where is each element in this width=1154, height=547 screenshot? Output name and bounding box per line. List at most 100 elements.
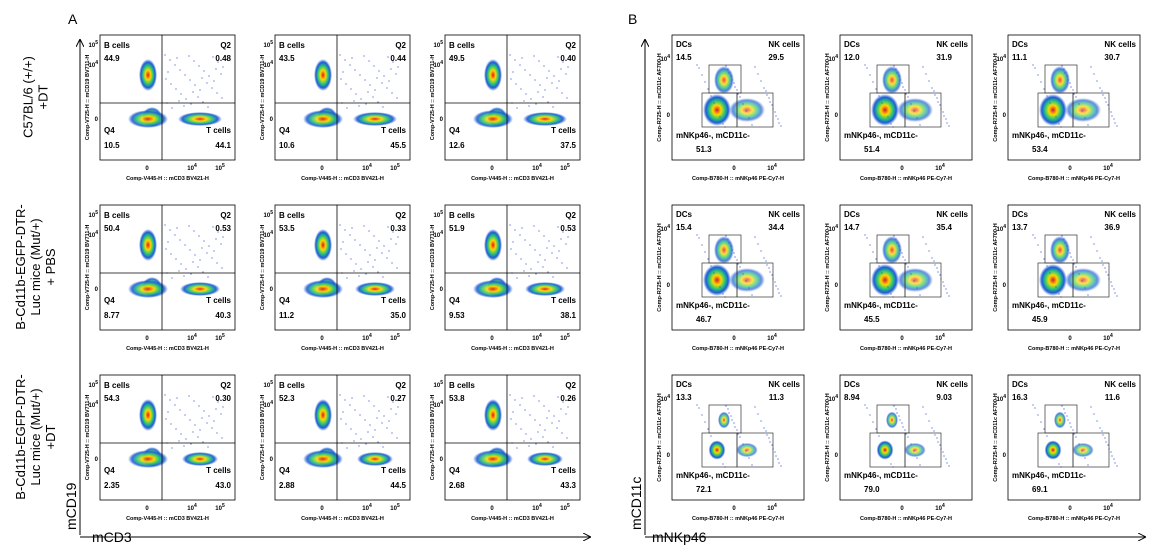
- tick-base: 0: [95, 117, 99, 123]
- tick-base: 10: [829, 57, 836, 63]
- event: [1069, 82, 1071, 84]
- event: [397, 236, 399, 238]
- density: [139, 399, 157, 431]
- event: [1070, 426, 1072, 428]
- event: [1087, 464, 1089, 466]
- event: [1111, 455, 1113, 457]
- tick-label: 104: [264, 400, 274, 409]
- tick-exp: 4: [369, 163, 372, 169]
- event: [194, 254, 196, 256]
- tick-exp: 5: [567, 333, 570, 339]
- tick-base: 10: [89, 233, 96, 239]
- event: [529, 244, 531, 246]
- tick-base: 0: [270, 457, 274, 463]
- tick-exp: 5: [397, 333, 400, 339]
- event: [188, 55, 190, 57]
- event: [896, 72, 898, 74]
- event: [731, 249, 733, 251]
- event: [546, 247, 548, 249]
- axis-label: Comp-V725-H :: mCD19 BV711-H: [260, 55, 266, 141]
- event: [716, 449, 718, 451]
- event: [1037, 244, 1039, 246]
- gate-name: mNKp46-, mCD11c-: [676, 131, 750, 140]
- tick-label: 105: [89, 40, 99, 49]
- density: [1065, 98, 1101, 122]
- event: [346, 107, 348, 109]
- event: [925, 413, 927, 415]
- gate-value: 14.5: [676, 53, 692, 62]
- axis-label: Comp-V445-H :: mCD3 BV421-H: [471, 346, 554, 352]
- gate-value: 13.3: [676, 393, 692, 402]
- event: [778, 292, 780, 294]
- tick-exp: 5: [95, 380, 98, 386]
- tick-label: 105: [89, 210, 99, 219]
- row-label: Luc mice (Mut/+): [28, 218, 43, 315]
- axis-label: Comp-V445-H :: mCD3 BV421-H: [301, 346, 384, 352]
- tick-exp: 4: [774, 503, 777, 509]
- gate-value: 51.3: [696, 145, 712, 154]
- axis-label: Comp-R725-H :: mCD11c AF700-H: [825, 223, 831, 311]
- event: [948, 295, 950, 297]
- event: [369, 424, 371, 426]
- event: [760, 250, 762, 252]
- event: [170, 253, 172, 255]
- event: [164, 224, 166, 226]
- axis-label: Comp-R725-H :: mCD11c AF700-H: [825, 53, 831, 141]
- event: [171, 107, 173, 109]
- density: [714, 66, 734, 94]
- gate-name: mNKp46-, mCD11c-: [676, 301, 750, 310]
- tick-base: 10: [1103, 166, 1110, 172]
- event: [345, 423, 347, 425]
- event: [934, 434, 936, 436]
- event: [881, 102, 883, 104]
- tick-base: 0: [320, 336, 324, 342]
- event: [174, 64, 176, 66]
- event: [1096, 420, 1098, 422]
- event: [774, 281, 776, 283]
- event: [763, 427, 765, 429]
- event: [562, 231, 564, 233]
- density: [882, 66, 902, 94]
- gate-value: 8.77: [104, 311, 120, 320]
- event: [866, 237, 868, 239]
- tick-base: 0: [732, 336, 736, 342]
- event: [1105, 101, 1107, 103]
- event: [351, 397, 353, 399]
- event: [201, 417, 203, 419]
- gate-name: T cells: [551, 466, 576, 475]
- event: [558, 420, 560, 422]
- event: [392, 401, 394, 403]
- event: [390, 408, 392, 410]
- gate-name: B cells: [279, 381, 305, 390]
- event: [942, 111, 944, 113]
- event: [945, 458, 947, 460]
- event: [1107, 104, 1109, 106]
- event: [520, 428, 522, 430]
- event: [864, 64, 866, 66]
- density: [484, 229, 502, 261]
- event: [220, 73, 222, 75]
- event: [374, 259, 376, 261]
- event: [1111, 285, 1113, 287]
- event: [925, 243, 927, 245]
- gate-value: 43.5: [279, 54, 295, 63]
- event: [547, 441, 549, 443]
- event: [1096, 80, 1098, 82]
- tick-label: 104: [264, 230, 274, 239]
- tick-label: 105: [434, 380, 444, 389]
- event: [180, 433, 182, 435]
- event: [1114, 462, 1116, 464]
- event: [704, 81, 706, 83]
- event: [1032, 404, 1034, 406]
- event: [933, 260, 935, 262]
- gate-name: DCs: [844, 40, 861, 49]
- event: [1081, 450, 1083, 452]
- gate-name: B cells: [449, 211, 475, 220]
- event: [898, 245, 900, 247]
- event: [722, 463, 724, 465]
- event: [386, 87, 388, 89]
- event: [220, 243, 222, 245]
- row-label: B-Cd11b-EGFP-DTR-: [13, 374, 28, 499]
- tick-base: 10: [661, 397, 668, 403]
- event: [768, 97, 770, 99]
